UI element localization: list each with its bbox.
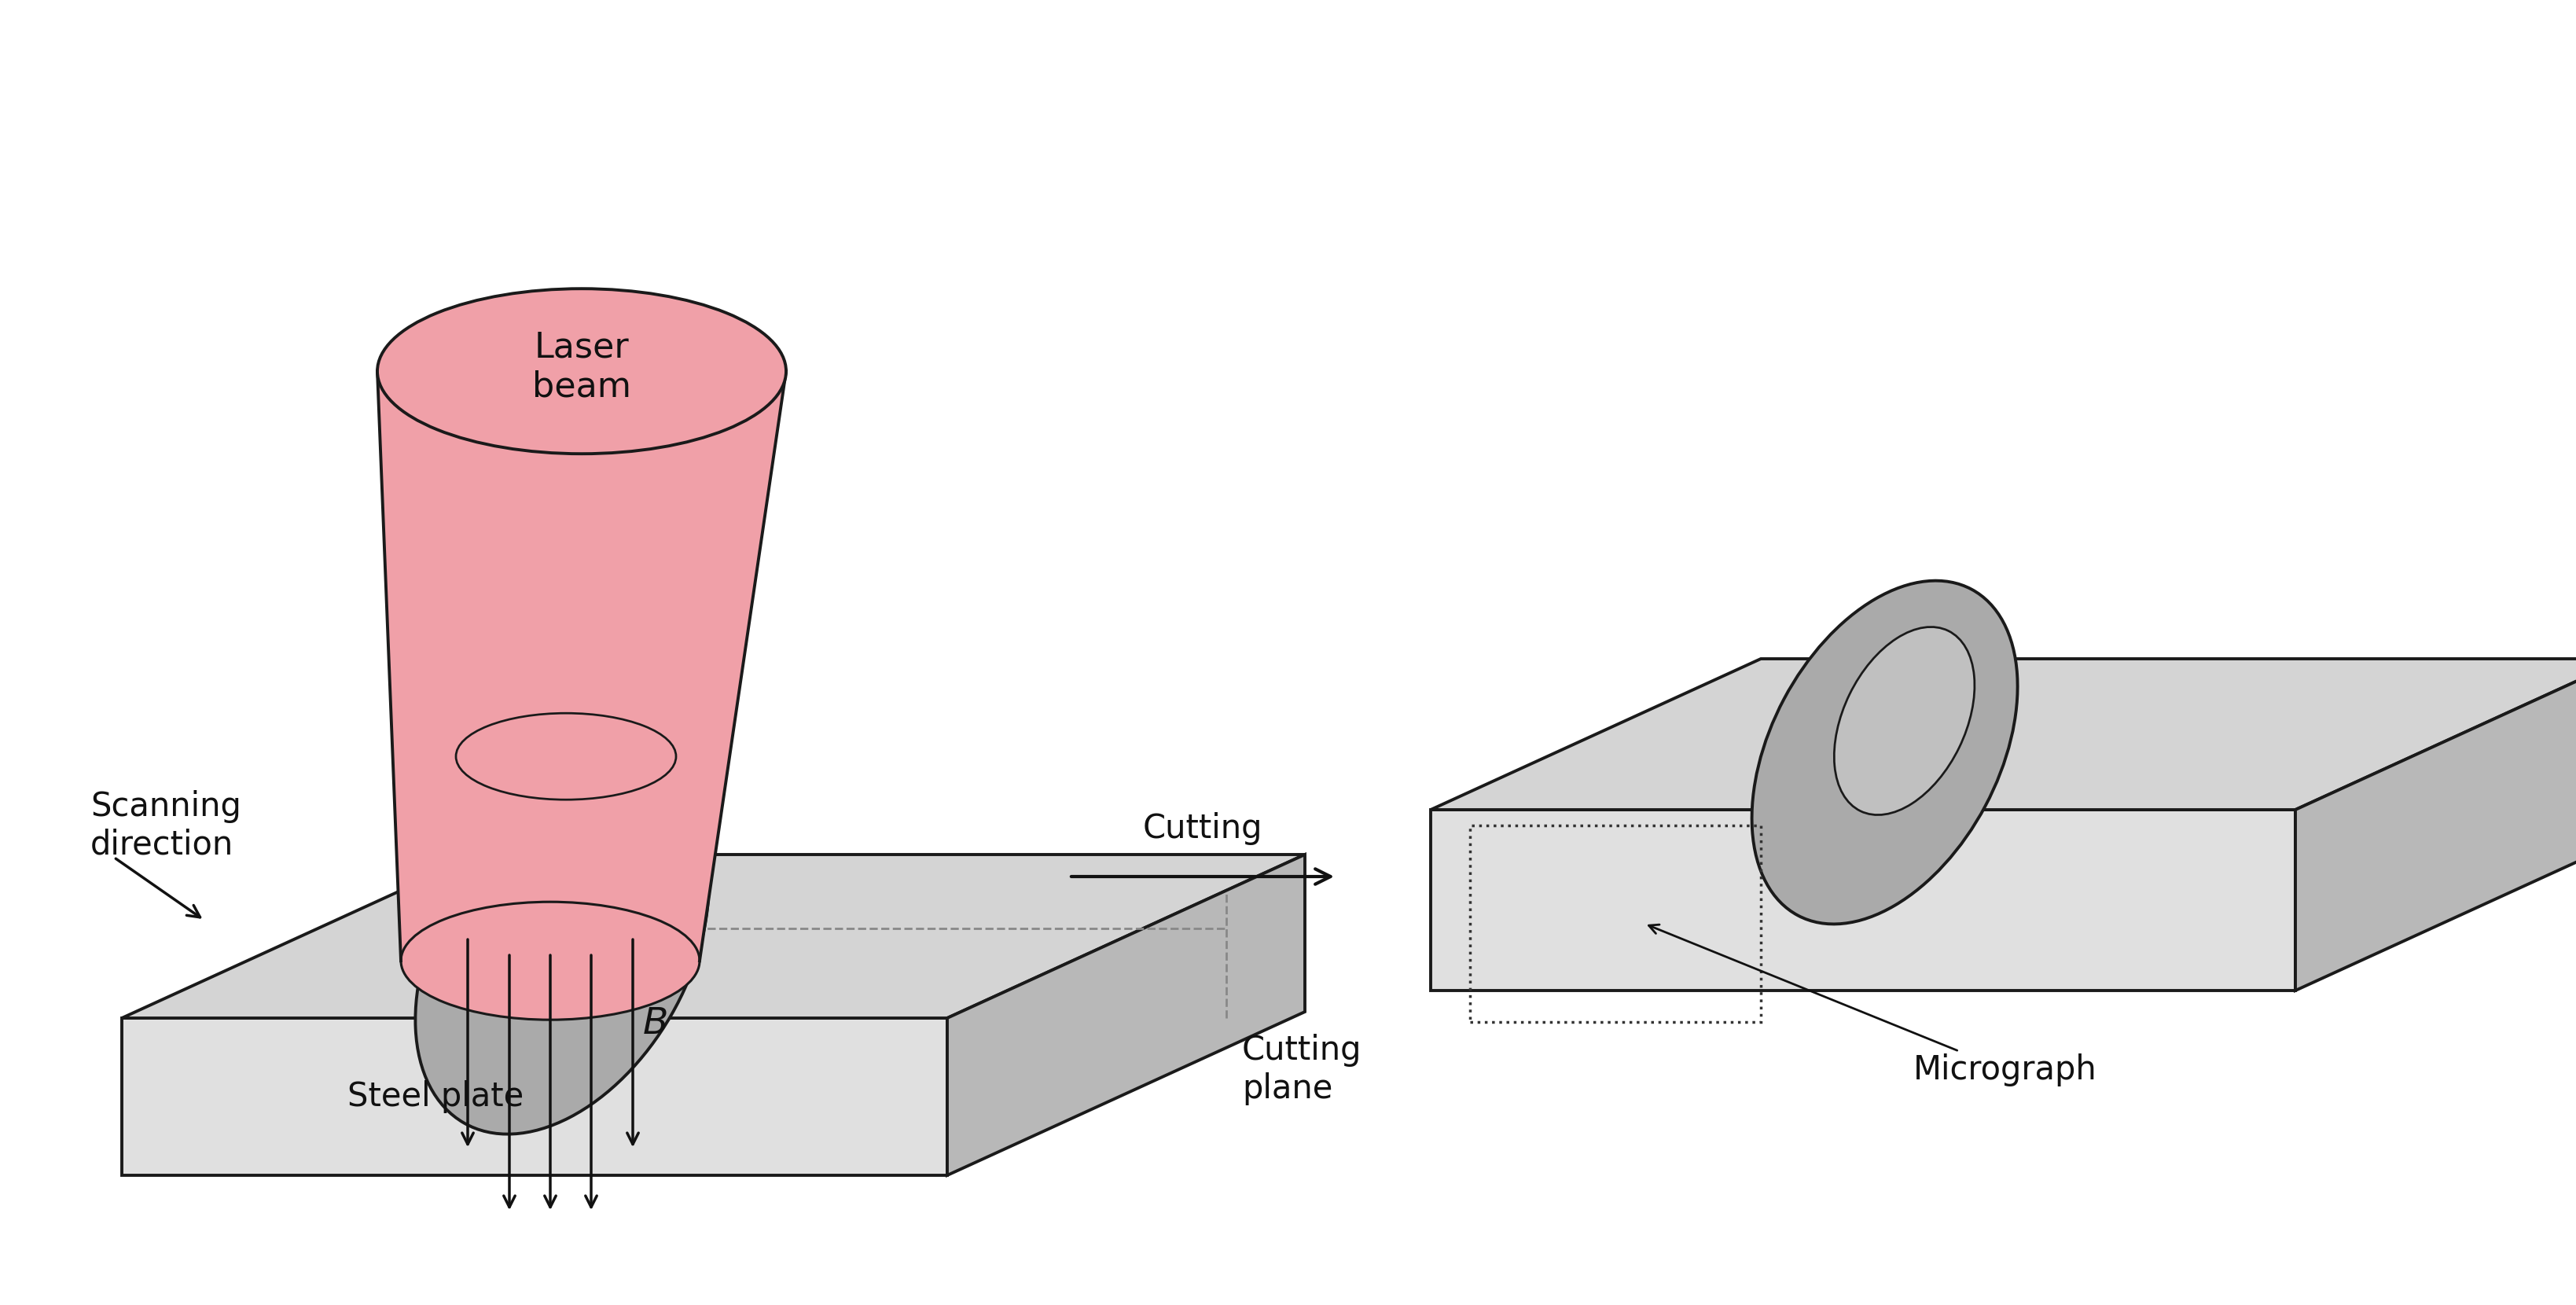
Polygon shape bbox=[121, 1018, 948, 1176]
Text: B: B bbox=[644, 1006, 667, 1041]
Text: Steel plate: Steel plate bbox=[348, 1081, 523, 1113]
Polygon shape bbox=[2295, 659, 2576, 990]
Polygon shape bbox=[1430, 809, 2295, 990]
Polygon shape bbox=[376, 371, 786, 960]
Text: Scanning
direction: Scanning direction bbox=[90, 791, 242, 861]
Polygon shape bbox=[1430, 659, 2576, 809]
Text: Cutting: Cutting bbox=[1144, 812, 1262, 846]
Ellipse shape bbox=[505, 810, 665, 1015]
Text: Micrograph: Micrograph bbox=[1649, 925, 2097, 1087]
Ellipse shape bbox=[402, 902, 701, 1019]
Polygon shape bbox=[948, 855, 1306, 1176]
Ellipse shape bbox=[1752, 581, 2017, 924]
Ellipse shape bbox=[1834, 626, 1976, 814]
Polygon shape bbox=[121, 855, 1306, 1018]
Ellipse shape bbox=[415, 771, 708, 1134]
Ellipse shape bbox=[376, 288, 786, 454]
Bar bbox=[1471, 826, 1762, 1022]
Text: Cutting
plane: Cutting plane bbox=[1242, 1034, 1363, 1105]
Text: Laser
beam: Laser beam bbox=[533, 330, 631, 403]
